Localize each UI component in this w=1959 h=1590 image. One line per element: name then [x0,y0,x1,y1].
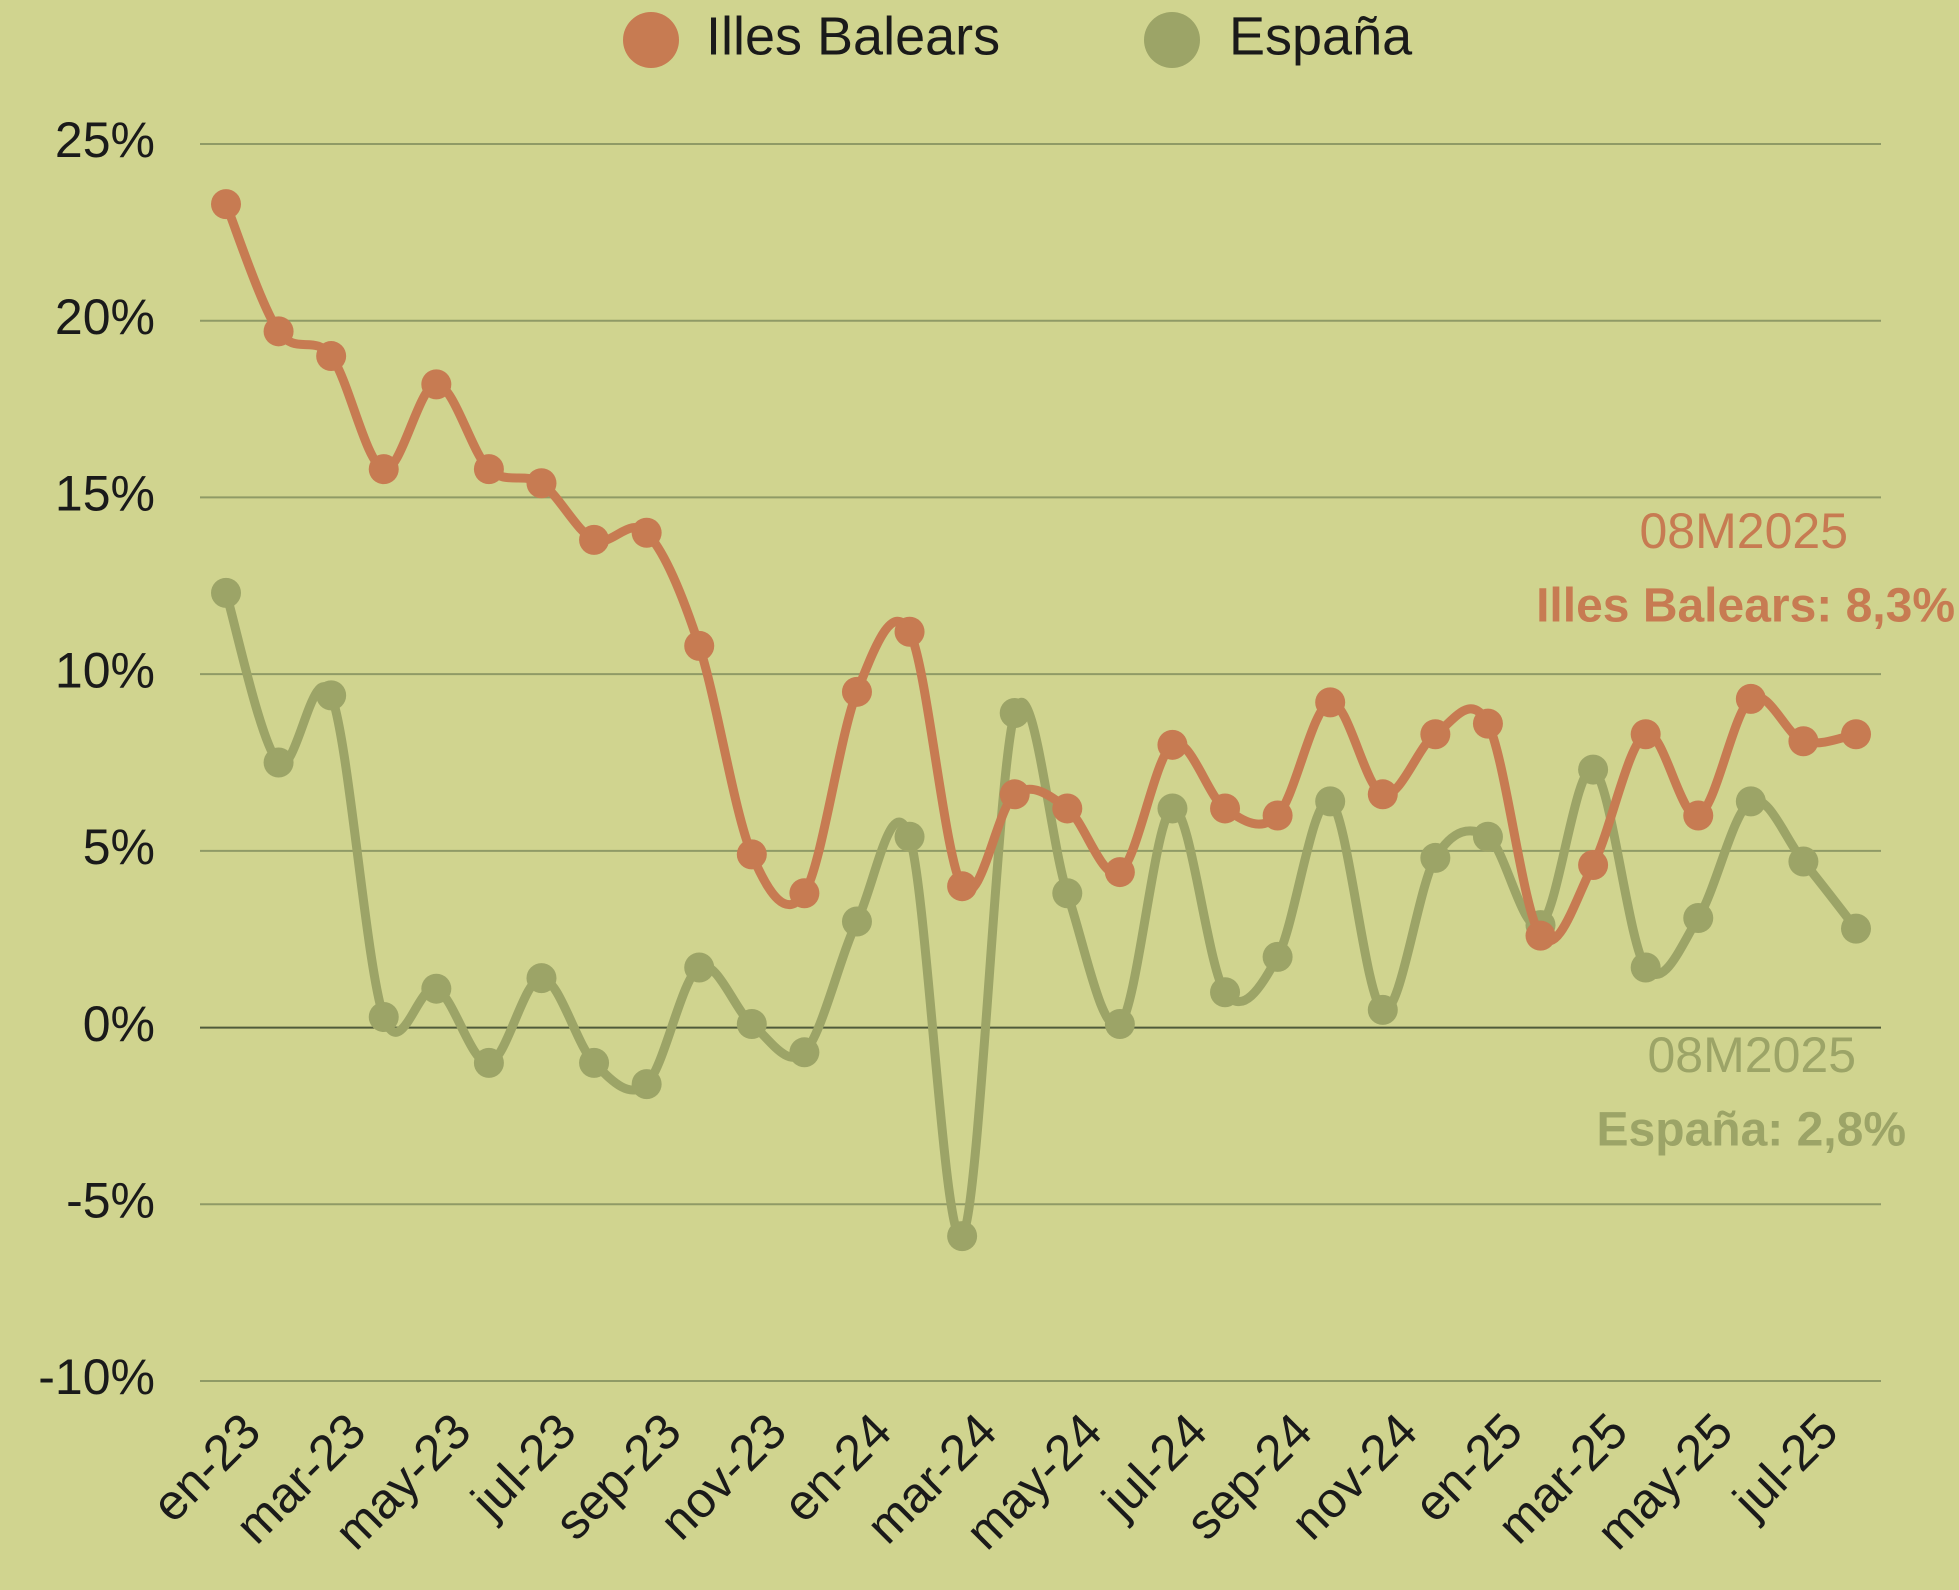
data-point [473,454,504,485]
data-point [736,839,767,870]
data-point [1735,683,1766,714]
data-point [368,454,399,485]
data-point [263,747,294,778]
data-point [631,517,662,548]
data-point [1578,849,1609,880]
data-point [526,468,557,499]
data-point [1578,754,1609,785]
data-point [316,341,347,372]
data-point [1525,920,1556,951]
data-point [421,973,452,1004]
annotation-label: Illes Balears: 8,3% [1536,580,1955,633]
data-point [1052,878,1083,909]
data-point [1683,800,1714,831]
data-point [526,963,557,994]
data-point [316,680,347,711]
data-point [947,1221,978,1252]
data-point [1104,1009,1135,1040]
y-tick-label: 20% [55,289,155,345]
data-point [894,821,925,852]
data-point [1841,913,1871,944]
data-point [1788,846,1819,877]
data-point [1157,793,1188,824]
data-point [999,779,1030,810]
data-point [736,1009,767,1040]
data-point [211,577,241,608]
y-tick-label: 10% [55,642,155,698]
data-point [947,871,978,902]
data-point [1472,708,1503,739]
legend-marker [623,12,679,68]
y-tick-label: 5% [83,819,155,875]
data-point [1104,857,1135,888]
data-point [1420,719,1451,750]
data-point [1262,941,1293,972]
data-point [579,524,610,555]
data-point [211,189,241,220]
y-tick-label: -10% [38,1349,155,1405]
data-point [789,1037,820,1068]
data-point [1630,952,1661,983]
data-point [263,316,294,347]
data-point [1420,842,1451,873]
data-point [894,616,925,647]
annotation-period: 08M2025 [1640,503,1849,559]
data-point [1683,903,1714,934]
legend-label: Illes Balears [706,6,1000,66]
data-point [789,878,820,909]
data-point [1472,821,1503,852]
data-point [579,1047,610,1078]
data-point [631,1069,662,1100]
data-point [1735,786,1766,817]
data-point [368,1001,399,1032]
data-point [1315,786,1346,817]
annotation-label: España: 2,8% [1597,1104,1906,1157]
data-point [1052,793,1083,824]
data-point [1210,793,1241,824]
data-point [473,1047,504,1078]
annotation-period: 08M2025 [1648,1027,1857,1083]
data-point [1367,779,1398,810]
data-point [1157,729,1188,760]
data-point [841,906,872,937]
y-tick-label: 0% [83,996,155,1052]
data-point [1262,800,1293,831]
data-point [1630,719,1661,750]
data-point [841,676,872,707]
data-point [1367,994,1398,1025]
legend-label: España [1229,6,1413,66]
data-point [421,369,452,400]
y-tick-label: 15% [55,466,155,522]
data-point [684,630,715,661]
data-point [684,952,715,983]
data-point [1315,687,1346,718]
data-point [999,698,1030,729]
y-tick-label: 25% [55,112,155,168]
data-point [1788,726,1819,757]
legend-marker [1144,12,1200,68]
y-tick-label: -5% [66,1172,155,1228]
data-point [1841,719,1871,750]
data-point [1210,977,1241,1008]
